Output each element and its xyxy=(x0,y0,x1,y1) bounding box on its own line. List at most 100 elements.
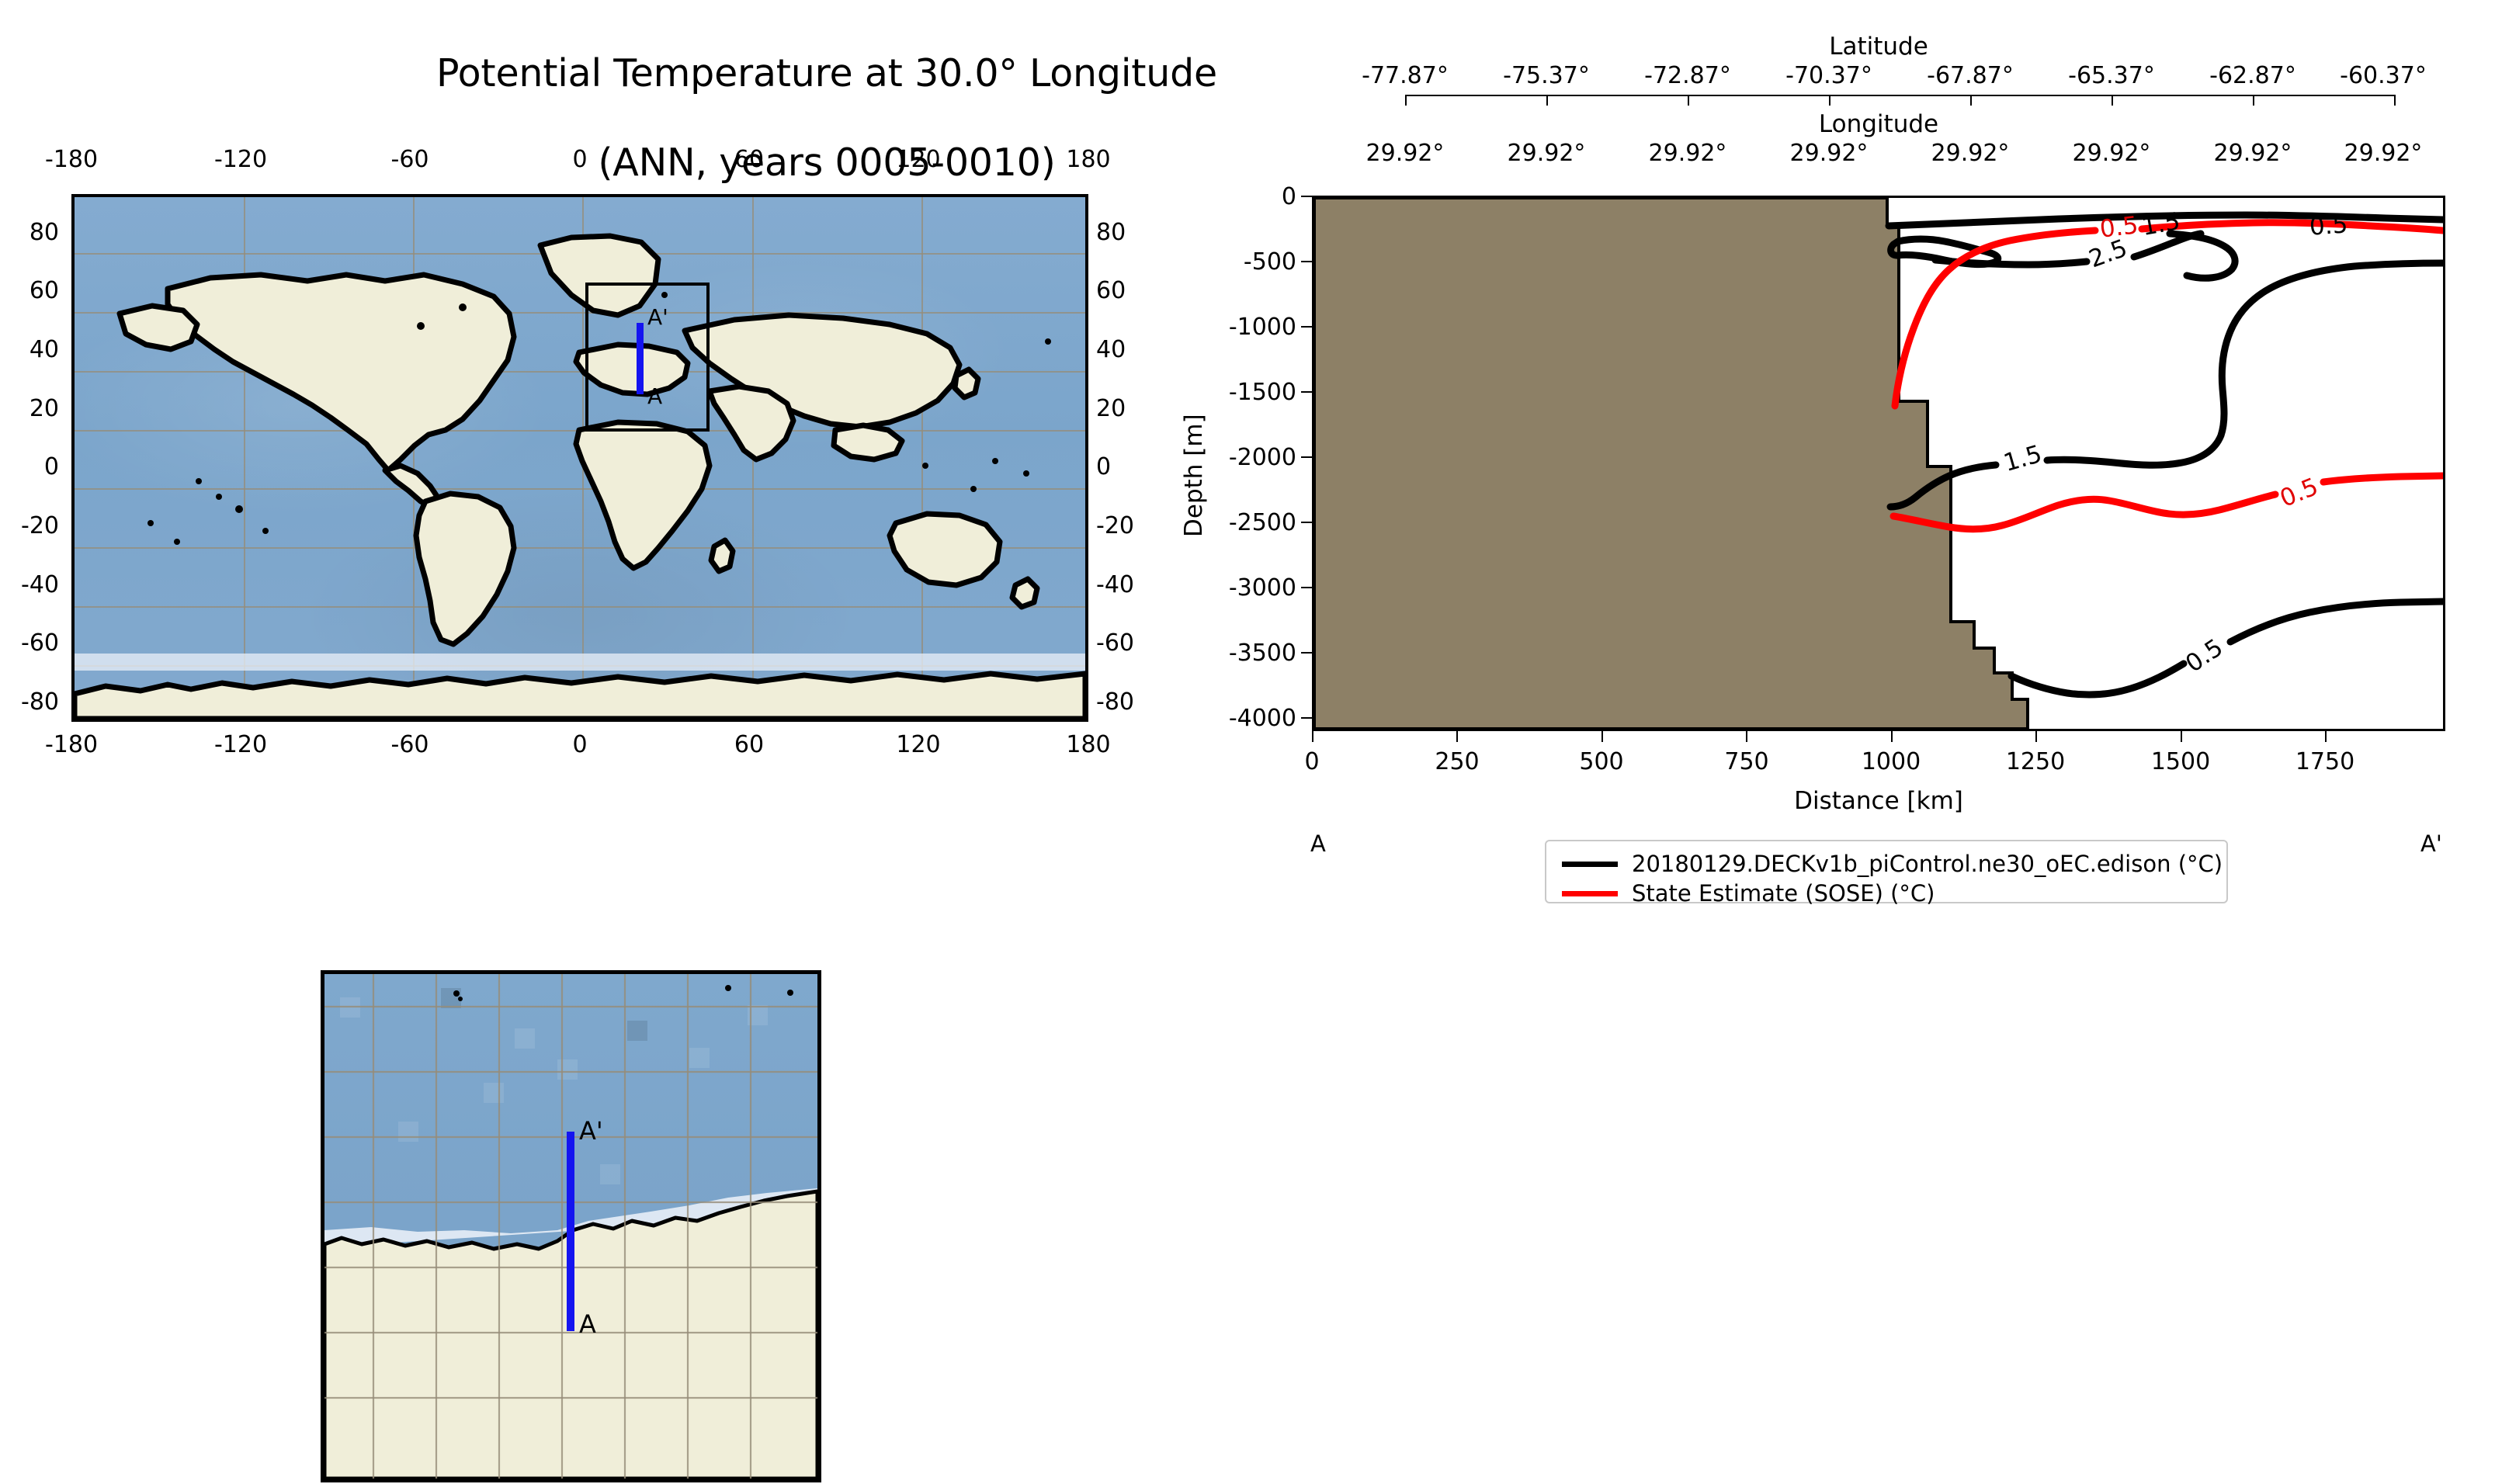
legend-entry-model[interactable]: 20180129.DECKv1b_piControl.ne30_oEC.edis… xyxy=(1562,851,2223,877)
latitude-tick-mark-3 xyxy=(1829,95,1830,106)
map-bottom-xtick-4: 60 xyxy=(734,731,765,758)
distance-tick-0: 0 xyxy=(1304,748,1320,775)
depth-tick-3: -1500 xyxy=(1228,379,1296,406)
transect-start-label-overview: A xyxy=(647,383,663,409)
distance-tick-4: 1000 xyxy=(1861,748,1921,775)
distance-tick-3: 750 xyxy=(1724,748,1769,775)
distance-tick-2: 500 xyxy=(1579,748,1624,775)
longitude-axis-title: Longitude xyxy=(1818,110,1939,138)
longitude-tick-1: 29.92° xyxy=(1507,140,1586,167)
longitude-tick-7: 29.92° xyxy=(2344,140,2423,167)
latitude-tick-0: -77.87° xyxy=(1362,62,1449,89)
figure-title-line1: Potential Temperature at 30.0° Longitude xyxy=(436,50,1217,95)
series-legend[interactable]: 20180129.DECKv1b_piControl.ne30_oEC.edis… xyxy=(1545,840,2228,907)
longitude-tick-6: 29.92° xyxy=(2213,140,2292,167)
map-canvas[interactable]: A' A xyxy=(71,194,1088,722)
map-left-ytick-2: 40 xyxy=(29,336,59,363)
legend-swatch-model xyxy=(1562,861,1618,867)
latitude-tick-4: -67.87° xyxy=(1927,62,2014,89)
map-top-xtick-2: -60 xyxy=(390,146,429,173)
map-left-ytick-7: -60 xyxy=(21,629,59,657)
map-right-ytick-8: -80 xyxy=(1096,688,1134,716)
latitude-tick-mark-6 xyxy=(2253,95,2254,106)
distance-tick-mark-0 xyxy=(1312,731,1313,742)
transect-line-overview xyxy=(637,323,644,394)
legend-label-model: 20180129.DECKv1b_piControl.ne30_oEC.edis… xyxy=(1632,851,2223,877)
latitude-tick-mark-4 xyxy=(1970,95,1972,106)
transect-region-box[interactable] xyxy=(585,283,710,432)
potential-temperature-cross-section[interactable]: Latitude -77.87° -75.37° -72.87° -70.37°… xyxy=(1180,33,2445,857)
map-right-ytick-2: 40 xyxy=(1096,336,1126,363)
regional-zoom-map[interactable]: A' A xyxy=(321,970,821,1482)
map-top-xtick-0: -180 xyxy=(44,146,99,173)
legend-swatch-sose xyxy=(1562,890,1618,896)
coastlines-layer xyxy=(75,233,1085,719)
distance-tick-mark-5 xyxy=(2035,731,2037,742)
latitude-tick-mark-0 xyxy=(1405,95,1407,106)
map-top-xtick-3: 0 xyxy=(572,146,588,173)
latitude-tick-6: -62.87° xyxy=(2209,62,2296,89)
global-overview-map[interactable]: -180 -120 -60 0 60 120 180 -180 -120 -60… xyxy=(21,146,1134,758)
map-bottom-xtick-3: 0 xyxy=(572,731,588,758)
distance-tick-7: 1750 xyxy=(2295,748,2355,775)
depth-tick-5: -2500 xyxy=(1228,509,1296,536)
contour-layer xyxy=(1314,198,2443,729)
map-right-ytick-0: 80 xyxy=(1096,219,1126,246)
map-right-ytick-1: 60 xyxy=(1096,277,1126,304)
depth-tick-1: -500 xyxy=(1243,248,1296,276)
depth-tick-6: -3000 xyxy=(1228,574,1296,602)
distance-tick-mark-1 xyxy=(1456,731,1458,742)
distance-tick-mark-2 xyxy=(1601,731,1603,742)
depth-tick-mark-6 xyxy=(1301,587,1312,588)
figure-title: Potential Temperature at 30.0° Longitude… xyxy=(0,6,1654,231)
depth-tick-mark-7 xyxy=(1301,652,1312,654)
latitude-tick-5: -65.37° xyxy=(2068,62,2155,89)
latitude-tick-2: -72.87° xyxy=(1644,62,1731,89)
cross-section-canvas[interactable]: 0.5 1.5 0.5 2.5 1.5 0.5 0.5 xyxy=(1312,196,2445,731)
map-bottom-xtick-2: -60 xyxy=(390,731,429,758)
latitude-tick-3: -70.37° xyxy=(1785,62,1872,89)
map-right-ytick-7: -60 xyxy=(1096,629,1134,657)
longitude-tick-0: 29.92° xyxy=(1365,140,1445,167)
latitude-tick-7: -60.37° xyxy=(2340,62,2427,89)
figure-title-line2: (ANN, years 0005-0010) xyxy=(598,140,1056,186)
map-left-ytick-5: -20 xyxy=(21,512,59,539)
map-top-xtick-5: 120 xyxy=(896,146,941,173)
latitude-tick-mark-2 xyxy=(1688,95,1689,106)
map-bottom-xtick-5: 120 xyxy=(896,731,941,758)
distance-axis-title: Distance [km] xyxy=(1794,787,1963,815)
depth-tick-0: 0 xyxy=(1281,183,1296,210)
depth-tick-7: -3500 xyxy=(1228,640,1296,667)
longitude-tick-2: 29.92° xyxy=(1648,140,1727,167)
distance-tick-mark-3 xyxy=(1746,731,1747,742)
depth-tick-mark-2 xyxy=(1301,326,1312,328)
transect-line-zoom xyxy=(567,1132,574,1331)
map-right-ytick-6: -40 xyxy=(1096,571,1134,598)
distance-tick-6: 1500 xyxy=(2150,748,2211,775)
longitude-tick-5: 29.92° xyxy=(2072,140,2151,167)
legend-entry-sose[interactable]: State Estimate (SOSE) (°C) xyxy=(1562,880,1935,907)
map-left-ytick-8: -80 xyxy=(21,688,59,716)
transect-endpoint-left: A xyxy=(1310,830,1326,857)
transect-end-label-overview: A' xyxy=(647,304,668,330)
map-bottom-xtick-6: 180 xyxy=(1066,731,1111,758)
map-right-ytick-4: 0 xyxy=(1096,453,1112,480)
map-left-ytick-6: -40 xyxy=(21,571,59,598)
legend-label-sose: State Estimate (SOSE) (°C) xyxy=(1632,880,1935,907)
distance-tick-mark-4 xyxy=(1891,731,1893,742)
map-left-ytick-4: 0 xyxy=(43,453,59,480)
latitude-axis-title: Latitude xyxy=(1829,33,1928,61)
antarctic-ice-band xyxy=(75,654,1085,671)
map-top-xtick-4: 60 xyxy=(734,146,765,173)
distance-tick-5: 1250 xyxy=(2005,748,2066,775)
latitude-axis-spine xyxy=(1405,95,2394,96)
latitude-tick-mark-5 xyxy=(2112,95,2113,106)
latitude-tick-mark-1 xyxy=(1546,95,1548,106)
latitude-tick-1: -75.37° xyxy=(1503,62,1590,89)
latitude-tick-mark-7 xyxy=(2394,95,2396,106)
depth-tick-mark-4 xyxy=(1301,456,1312,458)
depth-axis-title: Depth [m] xyxy=(1180,414,1208,537)
map-top-xtick-6: 180 xyxy=(1066,146,1111,173)
zoom-map-canvas[interactable]: A' A xyxy=(321,970,821,1482)
longitude-tick-4: 29.92° xyxy=(1931,140,2010,167)
